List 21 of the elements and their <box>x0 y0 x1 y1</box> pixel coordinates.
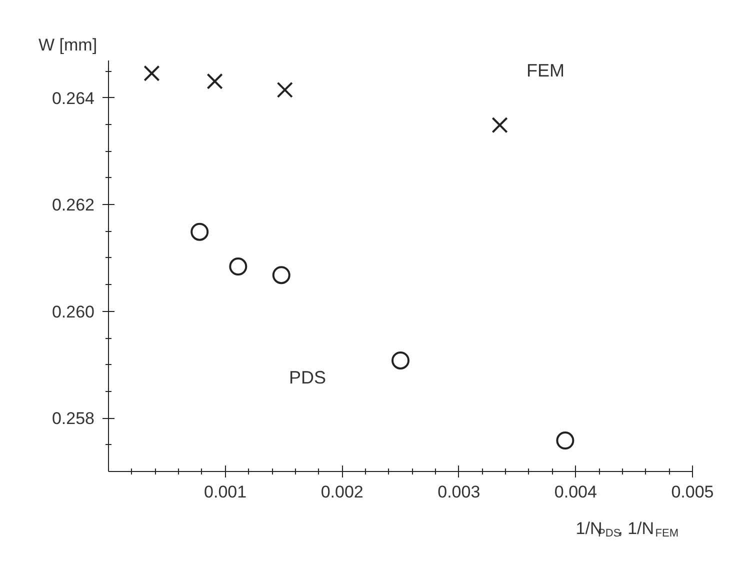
point <box>272 266 290 284</box>
annotation: FEM <box>526 60 564 80</box>
x-tick-label: 0.003 <box>438 482 480 502</box>
x-tick-label: 0.001 <box>204 482 247 502</box>
y-tick-label: 0.264 <box>52 88 95 108</box>
y-axis-title: W [mm] <box>38 36 98 54</box>
point <box>392 351 410 370</box>
point <box>206 73 223 90</box>
annotation: PDS <box>288 368 326 388</box>
point <box>190 222 209 241</box>
x-tick-label: 0.002 <box>320 482 364 502</box>
y-tick-label: 0.258 <box>52 409 95 428</box>
x-tick-label: 0.005 <box>671 482 714 502</box>
point <box>144 65 160 82</box>
point <box>229 258 248 276</box>
point <box>556 432 574 450</box>
y-tick-label: 0.260 <box>52 302 95 322</box>
point <box>276 82 293 98</box>
y-tick-label: 0.262 <box>52 196 95 215</box>
x-tick-label: 0.004 <box>554 482 597 502</box>
point <box>492 117 508 134</box>
